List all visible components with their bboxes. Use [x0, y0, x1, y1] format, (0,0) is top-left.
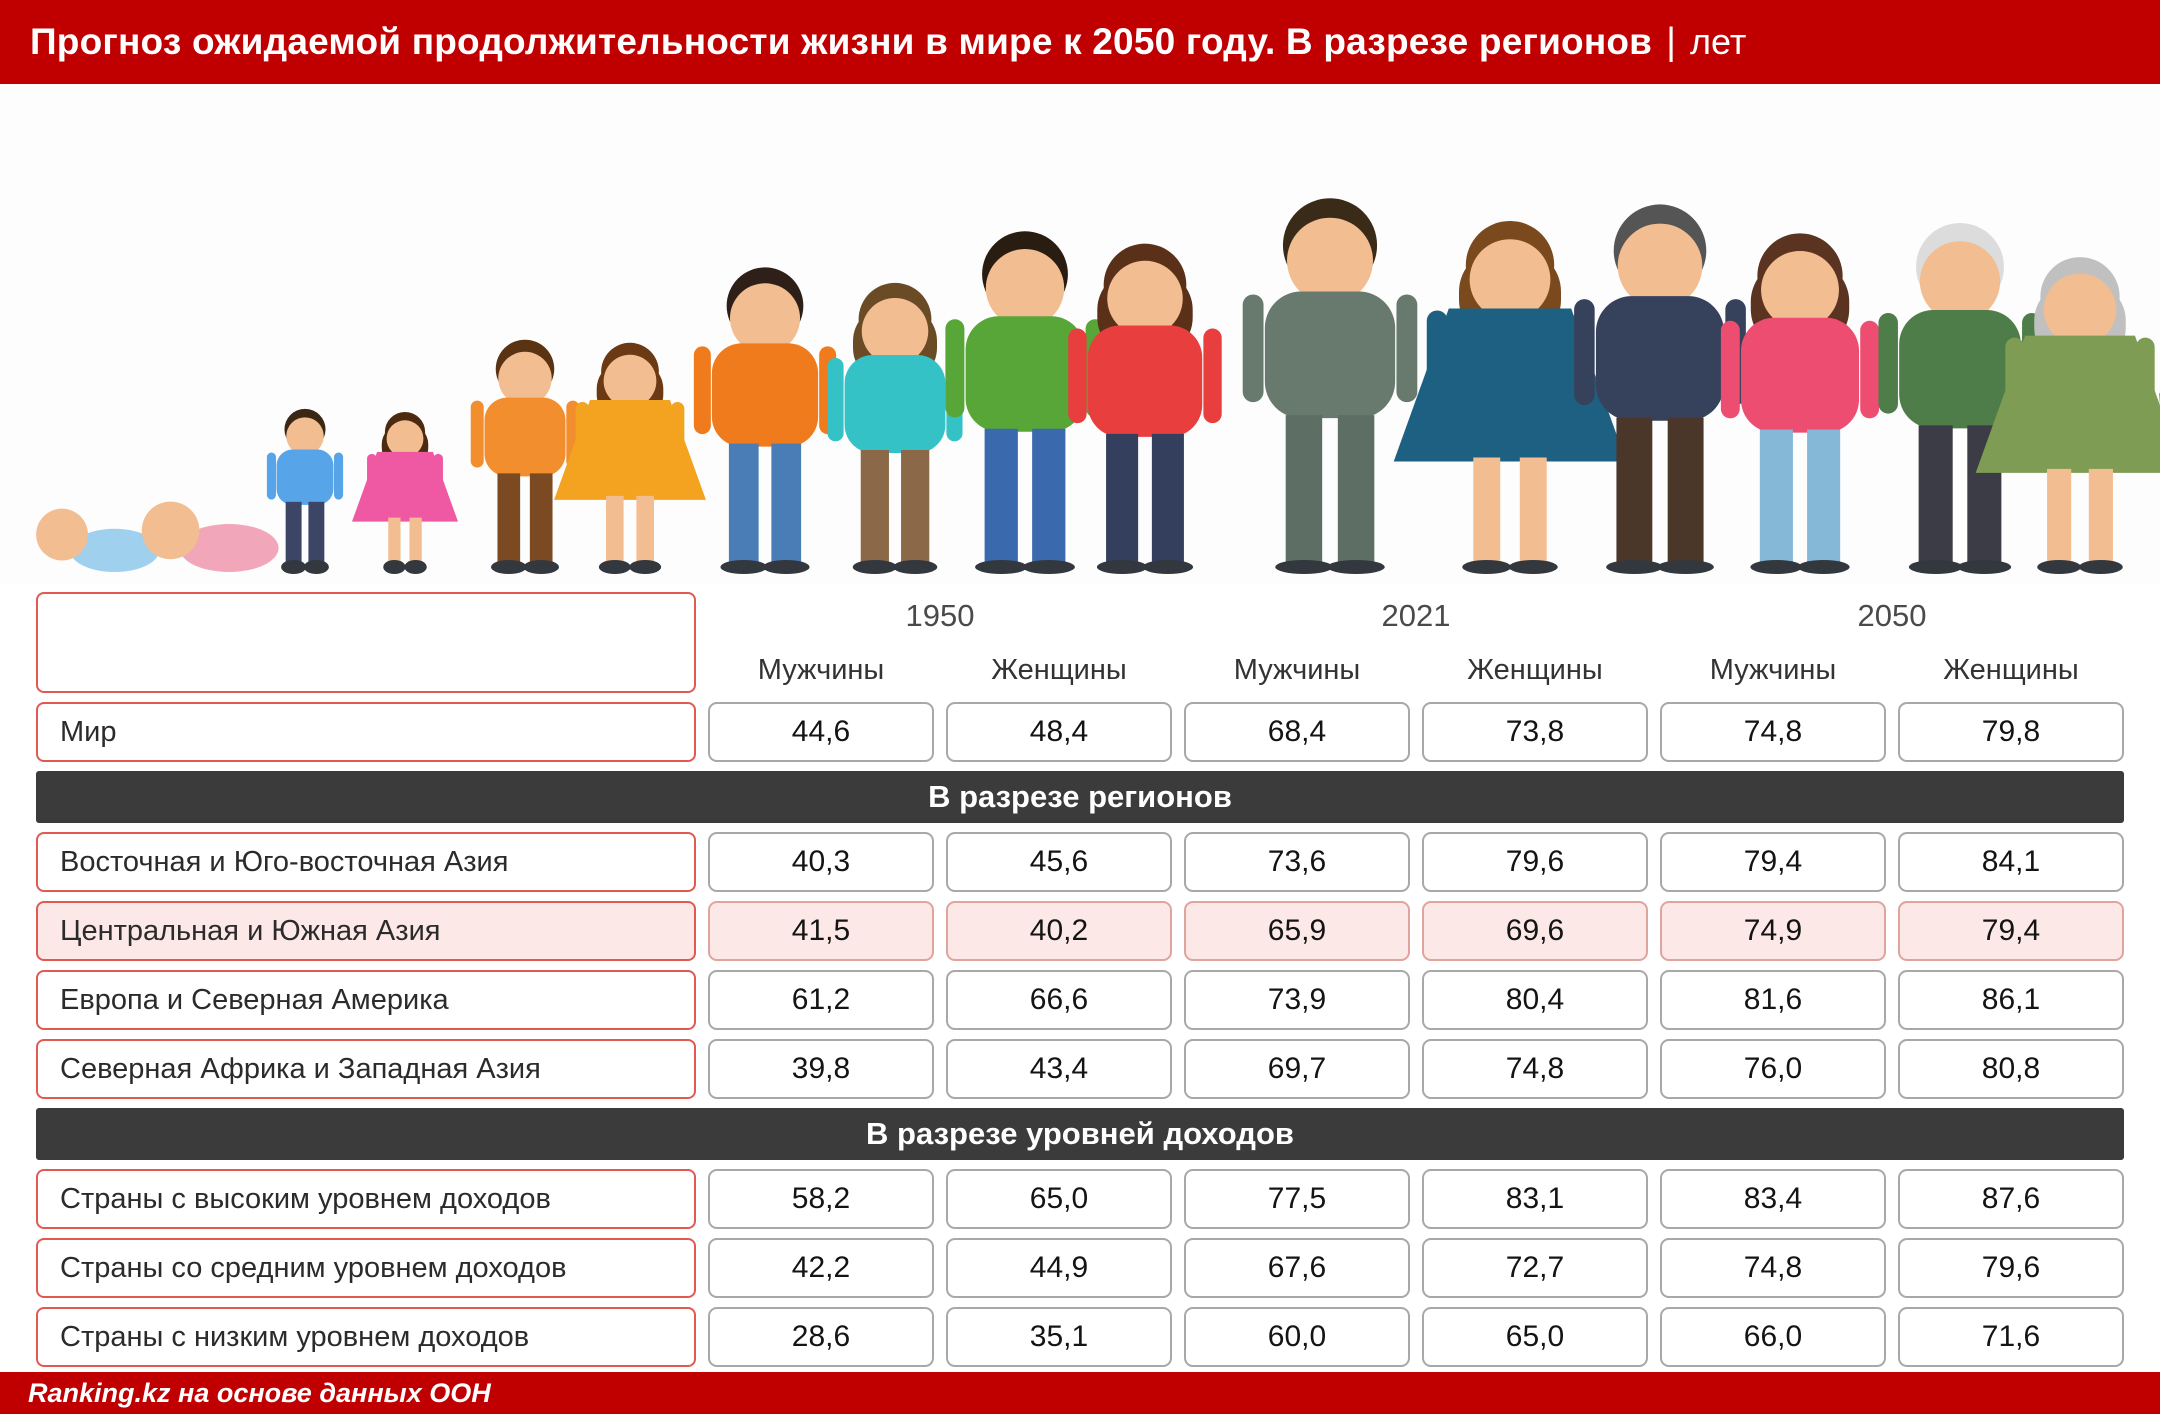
- gender-header: Мужчины: [1709, 653, 1837, 686]
- figure-young-woman: [1068, 243, 1222, 574]
- value-cell: 68,4: [1184, 702, 1410, 762]
- figure-middle-aged-woman: [1720, 233, 1880, 574]
- title-unit: лет: [1690, 21, 1747, 62]
- value-cell: 73,9: [1184, 970, 1410, 1030]
- source-text: Ranking.kz на основе данных ООН: [28, 1377, 491, 1408]
- figure-teen-boy: [693, 267, 837, 574]
- value-cell: 66,0: [1660, 1307, 1886, 1367]
- value-cell: 61,2: [708, 970, 934, 1030]
- year-header-2050: 2050: [1857, 598, 1927, 633]
- row-label-region: Северная Африка и Западная Азия: [36, 1039, 696, 1099]
- value-cell: 73,8: [1422, 702, 1648, 762]
- source-bar: Ranking.kz на основе данных ООН: [0, 1372, 2160, 1414]
- value-cell: 80,8: [1898, 1039, 2124, 1099]
- figure-teen-girl: [827, 282, 963, 574]
- gender-header: Женщины: [1467, 653, 1603, 686]
- gender-header: Женщины: [1943, 653, 2079, 686]
- year-header-2021: 2021: [1381, 598, 1451, 633]
- year-header-1950: 1950: [905, 598, 975, 633]
- section-header-income: В разрезе уровней доходов: [36, 1108, 2124, 1160]
- value-cell: 58,2: [708, 1169, 934, 1229]
- value-cell: 40,2: [946, 901, 1172, 961]
- page-title: Прогноз ожидаемой продолжительности жизн…: [30, 21, 1653, 62]
- value-cell: 41,5: [708, 901, 934, 961]
- value-cell: 65,9: [1184, 901, 1410, 961]
- value-cell: 65,0: [946, 1169, 1172, 1229]
- gender-header: Женщины: [991, 653, 1127, 686]
- value-cell: 39,8: [708, 1039, 934, 1099]
- figure-girl: [554, 342, 706, 574]
- value-cell: 42,2: [708, 1238, 934, 1298]
- value-cell: 77,5: [1184, 1169, 1410, 1229]
- value-cell: 74,8: [1660, 1238, 1886, 1298]
- value-cell: 79,4: [1660, 832, 1886, 892]
- value-cell: 66,6: [946, 970, 1172, 1030]
- value-cell: 79,6: [1422, 832, 1648, 892]
- figure-toddler-girl: [351, 411, 459, 574]
- value-cell: 40,3: [708, 832, 934, 892]
- value-cell: 83,1: [1422, 1169, 1648, 1229]
- value-cell: 69,7: [1184, 1039, 1410, 1099]
- value-cell: 65,0: [1422, 1307, 1648, 1367]
- value-cell: 72,7: [1422, 1238, 1648, 1298]
- table-corner: [36, 592, 696, 693]
- value-cell: 44,6: [708, 702, 934, 762]
- value-cell: 74,8: [1660, 702, 1886, 762]
- value-cell: 73,6: [1184, 832, 1410, 892]
- value-cell: 86,1: [1898, 970, 2124, 1030]
- value-cell: 87,6: [1898, 1169, 2124, 1229]
- life-expectancy-table: 1950 2021 2050 Мужчины Женщины Мужчины Ж…: [0, 584, 2160, 1372]
- row-label-income: Страны с высоким уровнем доходов: [36, 1169, 696, 1229]
- value-cell: 80,4: [1422, 970, 1648, 1030]
- value-cell: 81,6: [1660, 970, 1886, 1030]
- figure-middle-aged-man: [1574, 204, 1746, 574]
- value-cell: 60,0: [1184, 1307, 1410, 1367]
- section-header-regions: В разрезе регионов: [36, 771, 2124, 823]
- value-cell: 28,6: [708, 1307, 934, 1367]
- figure-adult-woman-dress: [1393, 220, 1627, 574]
- value-cell: 84,1: [1898, 832, 2124, 892]
- value-cell: 79,6: [1898, 1238, 2124, 1298]
- value-cell: 69,6: [1422, 901, 1648, 961]
- table-grid: 1950 2021 2050 Мужчины Женщины Мужчины Ж…: [36, 592, 2124, 1367]
- row-label-income: Страны с низким уровнем доходов: [36, 1307, 696, 1367]
- value-cell: 48,4: [946, 702, 1172, 762]
- value-cell: 83,4: [1660, 1169, 1886, 1229]
- value-cell: 71,6: [1898, 1307, 2124, 1367]
- figure-adult-man-suit: [1242, 198, 1418, 574]
- figure-boy: [470, 339, 580, 574]
- value-cell: 79,8: [1898, 702, 2124, 762]
- value-cell: 67,6: [1184, 1238, 1410, 1298]
- value-cell: 74,9: [1660, 901, 1886, 961]
- value-cell: 45,6: [946, 832, 1172, 892]
- row-label-region: Восточная и Юго-восточная Азия: [36, 832, 696, 892]
- value-cell: 35,1: [946, 1307, 1172, 1367]
- row-label-income: Страны со средним уровнем доходов: [36, 1238, 696, 1298]
- gender-header: Мужчины: [757, 653, 885, 686]
- figure-elderly-woman: [1975, 257, 2160, 574]
- figure-toddler-boy: [266, 408, 344, 574]
- value-cell: 76,0: [1660, 1039, 1886, 1099]
- value-cell: 44,9: [946, 1238, 1172, 1298]
- gender-header: Мужчины: [1233, 653, 1361, 686]
- value-cell: 74,8: [1422, 1039, 1648, 1099]
- figure-baby-crawling: [36, 508, 160, 572]
- title-separator: |: [1666, 20, 1676, 63]
- life-stages-svg: [36, 198, 2160, 574]
- row-label-region: Европа и Северная Америка: [36, 970, 696, 1030]
- figure-infant-crawling: [141, 501, 279, 572]
- value-cell: 43,4: [946, 1039, 1172, 1099]
- title-bar: Прогноз ожидаемой продолжительности жизн…: [0, 0, 2160, 84]
- life-stages-illustration: [0, 84, 2160, 584]
- value-cell: 79,4: [1898, 901, 2124, 961]
- row-label-region: Центральная и Южная Азия: [36, 901, 696, 961]
- row-label-world: Мир: [36, 702, 696, 762]
